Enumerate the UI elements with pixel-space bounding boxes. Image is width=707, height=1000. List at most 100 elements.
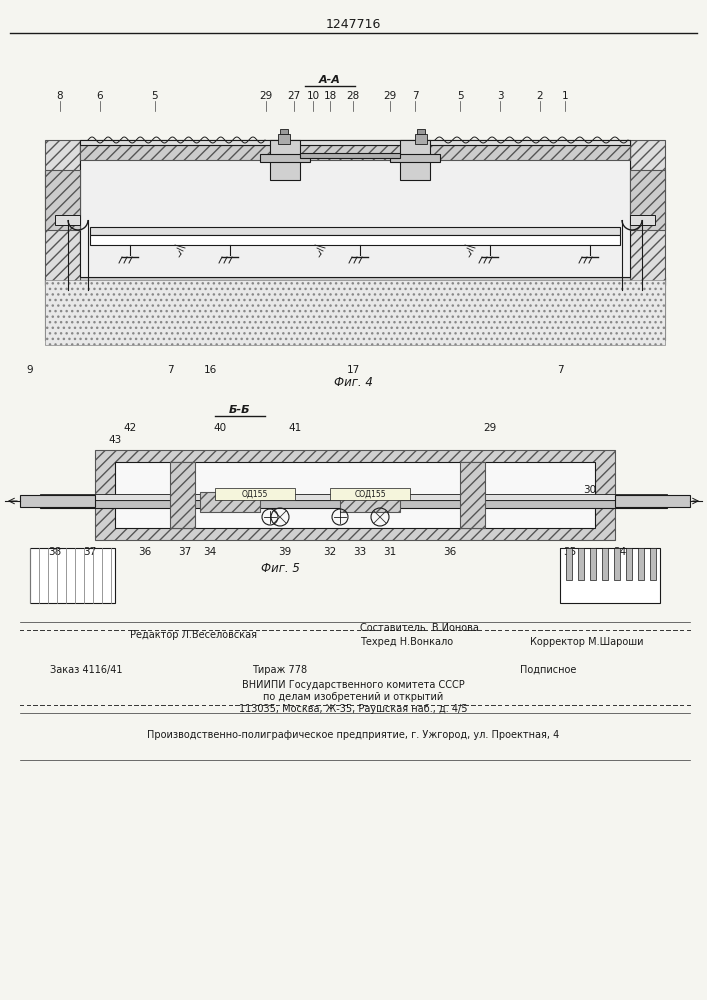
- Bar: [417, 129, 425, 134]
- Text: 7: 7: [556, 365, 563, 375]
- Bar: [630, 215, 655, 225]
- Bar: [300, 153, 400, 158]
- Text: Заказ 4116/41: Заказ 4116/41: [50, 665, 122, 675]
- Text: 34: 34: [614, 547, 626, 557]
- Bar: [460, 462, 485, 528]
- Bar: [115, 462, 595, 528]
- Bar: [45, 170, 80, 230]
- Polygon shape: [560, 548, 572, 580]
- Polygon shape: [644, 548, 656, 580]
- Text: Производственно-полиграфическое предприятие, г. Ужгород, ул. Проектная, 4: Производственно-полиграфическое предприя…: [147, 730, 559, 740]
- Text: Корректор М.Шароши: Корректор М.Шароши: [530, 637, 643, 647]
- Polygon shape: [632, 548, 644, 580]
- Bar: [200, 492, 260, 512]
- Bar: [280, 129, 288, 134]
- Bar: [270, 140, 300, 180]
- Bar: [45, 285, 665, 340]
- Bar: [40, 494, 667, 500]
- Text: 10: 10: [306, 91, 320, 101]
- Bar: [80, 140, 630, 277]
- Text: 37: 37: [83, 547, 97, 557]
- Polygon shape: [584, 548, 596, 580]
- Text: Техред Н.Вонкало: Техред Н.Вонкало: [360, 637, 453, 647]
- Text: 31: 31: [383, 547, 397, 557]
- Text: 35: 35: [563, 547, 577, 557]
- Text: 1247716: 1247716: [325, 18, 380, 31]
- Text: 16: 16: [204, 365, 216, 375]
- Text: ОД155: ОД155: [242, 489, 268, 498]
- Text: 39: 39: [279, 547, 291, 557]
- Text: 29: 29: [259, 91, 273, 101]
- Text: СОД155: СОД155: [354, 489, 386, 498]
- Text: 113035, Москва, Ж-35, Раушская наб., д. 4/5: 113035, Москва, Ж-35, Раушская наб., д. …: [239, 704, 467, 714]
- Bar: [278, 134, 290, 144]
- Text: Тираж 778: Тираж 778: [252, 665, 308, 675]
- Text: 9: 9: [27, 365, 33, 375]
- Text: 6: 6: [97, 91, 103, 101]
- Text: 2: 2: [537, 91, 543, 101]
- Text: 38: 38: [48, 547, 62, 557]
- Text: 36: 36: [443, 547, 457, 557]
- Bar: [80, 145, 630, 160]
- Text: 33: 33: [354, 547, 367, 557]
- Text: Б-Б: Б-Б: [229, 405, 251, 415]
- Text: Фиг. 4: Фиг. 4: [334, 375, 373, 388]
- Text: 30: 30: [583, 485, 597, 495]
- Bar: [45, 280, 665, 345]
- Text: 41: 41: [288, 423, 302, 433]
- Text: 27: 27: [287, 91, 300, 101]
- Text: 42: 42: [124, 423, 136, 433]
- Text: 32: 32: [323, 547, 337, 557]
- Text: 29: 29: [484, 423, 496, 433]
- Text: 18: 18: [323, 91, 337, 101]
- Polygon shape: [608, 548, 620, 580]
- Text: по делам изобретений и открытий: по делам изобретений и открытий: [263, 692, 443, 702]
- Text: 29: 29: [383, 91, 397, 101]
- Text: 34: 34: [204, 547, 216, 557]
- Bar: [45, 140, 80, 285]
- Text: ВНИИПИ Государственного комитета СССР: ВНИИПИ Государственного комитета СССР: [242, 680, 464, 690]
- Bar: [90, 227, 620, 235]
- Text: Подписное: Подписное: [520, 665, 576, 675]
- Text: 1: 1: [561, 91, 568, 101]
- Bar: [95, 450, 615, 540]
- Bar: [560, 548, 660, 603]
- Text: Составитель  В.Ионова: Составитель В.Ионова: [360, 623, 479, 633]
- Bar: [45, 277, 665, 285]
- Bar: [615, 495, 690, 507]
- Text: 7: 7: [411, 91, 419, 101]
- Bar: [20, 495, 95, 507]
- Polygon shape: [620, 548, 632, 580]
- Text: 36: 36: [139, 547, 151, 557]
- Bar: [390, 154, 440, 162]
- Text: 37: 37: [178, 547, 192, 557]
- Text: Редактор Л.Веселовская: Редактор Л.Веселовская: [130, 630, 257, 640]
- Text: 43: 43: [108, 435, 122, 445]
- Text: 40: 40: [214, 423, 226, 433]
- Text: 5: 5: [457, 91, 463, 101]
- Bar: [415, 134, 427, 144]
- Bar: [340, 492, 400, 512]
- Text: 17: 17: [346, 365, 360, 375]
- Text: 3: 3: [497, 91, 503, 101]
- Text: 5: 5: [152, 91, 158, 101]
- Bar: [40, 500, 667, 508]
- Bar: [215, 488, 295, 500]
- Text: 7: 7: [167, 365, 173, 375]
- Bar: [630, 170, 665, 230]
- Bar: [170, 462, 195, 528]
- Bar: [330, 488, 410, 500]
- Bar: [55, 215, 80, 225]
- Bar: [30, 548, 115, 603]
- Text: 8: 8: [57, 91, 64, 101]
- Bar: [260, 154, 310, 162]
- Polygon shape: [572, 548, 584, 580]
- Bar: [80, 140, 630, 145]
- Bar: [400, 140, 430, 180]
- Polygon shape: [596, 548, 608, 580]
- Text: А-А: А-А: [319, 75, 341, 85]
- Text: Фиг. 5: Фиг. 5: [261, 562, 300, 574]
- Text: 28: 28: [346, 91, 360, 101]
- Bar: [630, 140, 665, 285]
- Bar: [90, 235, 620, 245]
